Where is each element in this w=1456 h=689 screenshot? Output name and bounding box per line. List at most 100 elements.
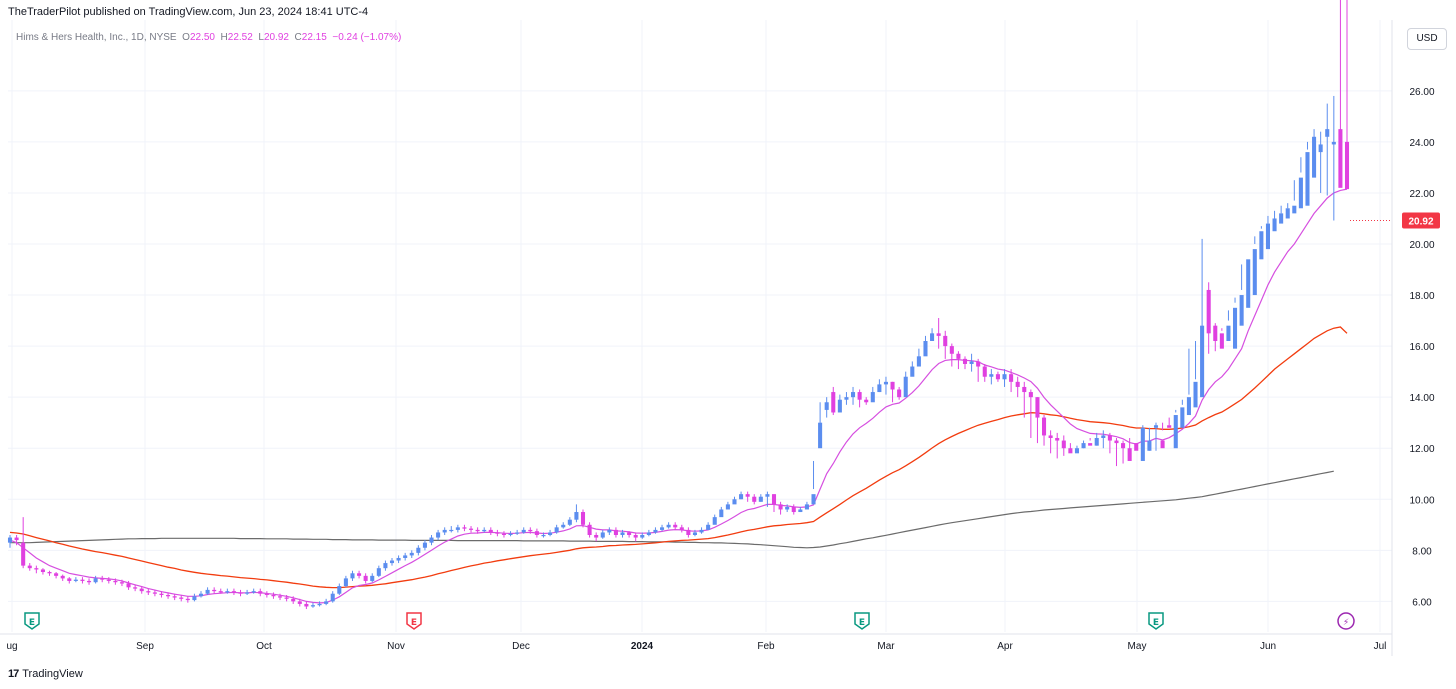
candle-body (429, 537, 434, 543)
candle-body (548, 532, 553, 535)
candle-body (541, 535, 546, 537)
candle-body (179, 597, 184, 599)
candle-body (383, 563, 388, 569)
candle-body (1160, 440, 1165, 449)
publish-info: TheTraderPilot published on TradingView.… (8, 6, 369, 18)
currency-button[interactable]: USD (1407, 28, 1447, 50)
candle-body (337, 586, 342, 594)
candle-body (133, 587, 138, 589)
candle-body (1285, 208, 1290, 219)
candle-body (1094, 438, 1099, 446)
candle-body (916, 356, 921, 367)
candle-body (330, 593, 335, 602)
candle-body (126, 583, 131, 588)
candle-body (699, 529, 704, 533)
candle-body (87, 580, 92, 583)
candle-body (883, 381, 888, 385)
candle-body (877, 384, 882, 393)
candle-body (212, 589, 217, 592)
candle-body (1061, 440, 1066, 449)
candle-body (231, 591, 236, 593)
candle-body (837, 399, 842, 413)
candle-body (1239, 295, 1244, 326)
dividend-event-icon: ⚡ (1337, 612, 1355, 630)
open-label: O (182, 32, 190, 43)
candle-body (857, 392, 862, 400)
candle-body (995, 374, 1000, 380)
candle-body (192, 596, 197, 601)
candle-body (1134, 443, 1139, 451)
candle-body (897, 389, 902, 398)
candle-body (633, 535, 638, 538)
candle-body (692, 532, 697, 535)
candle-body (673, 524, 678, 528)
candle-body (1081, 443, 1086, 449)
candle-body (1325, 129, 1330, 137)
candle-body (574, 512, 579, 520)
candle-body (166, 594, 171, 597)
price-tick-label: 14.00 (1409, 393, 1434, 404)
candle-body (1318, 144, 1323, 153)
time-tick-label: Mar (877, 641, 895, 652)
candle-body (844, 397, 849, 400)
candle-body (732, 499, 737, 505)
candle-body (969, 361, 974, 364)
time-scale[interactable]: ug Sep Oct Nov Dec 2024 Feb Mar Apr May Jun Jul (0, 633, 1392, 652)
symbol-name: Hims & Hers Health, Inc., 1D, NYSE (16, 32, 177, 43)
candle-body (725, 504, 730, 510)
time-tick-label: Jul (1374, 641, 1387, 652)
candle-body (976, 361, 981, 367)
candle-body (567, 519, 572, 525)
time-tick-label: Apr (997, 641, 1013, 652)
last-price-label: 20.92 (1408, 217, 1433, 228)
candle-body (1147, 440, 1152, 451)
candle-body (956, 353, 961, 359)
candle-body (1312, 136, 1317, 178)
candle-body (1252, 249, 1257, 296)
candle-body (40, 569, 45, 573)
candle-body (1107, 435, 1112, 441)
candle-body (1219, 333, 1224, 349)
sma200-line (10, 470, 1334, 549)
high-value: 22.52 (227, 32, 253, 43)
candle-body (785, 506, 790, 510)
candle-body (475, 529, 480, 532)
candle-body (1193, 381, 1198, 408)
candle-body (1035, 397, 1040, 418)
candle-body (791, 506, 796, 513)
price-scale[interactable]: 26.00 24.00 22.00 20.00 18.00 16.00 14.00 12.00… (1391, 20, 1435, 656)
candle-body (455, 527, 460, 530)
candle-body (627, 532, 632, 535)
candle-body (989, 374, 994, 377)
candle-body (771, 494, 777, 505)
sma200-path (10, 470, 1334, 549)
candle-body (1068, 448, 1073, 454)
candle-body (14, 537, 19, 541)
time-tick-label: Dec (512, 641, 530, 652)
candle-body (1272, 218, 1277, 232)
grid (8, 20, 1392, 632)
price-tick-label: 12.00 (1409, 444, 1434, 455)
candle-body (225, 591, 230, 593)
candle-body (198, 593, 204, 597)
candle-body (258, 591, 263, 594)
candle-body (343, 578, 348, 587)
candle-body (205, 589, 210, 594)
candle-body (1015, 381, 1020, 387)
time-tick-label: Jun (1260, 641, 1276, 652)
candle-body (758, 496, 763, 502)
price-tick-label: 16.00 (1409, 342, 1434, 353)
earnings-event-icon: E (854, 612, 870, 630)
event-label: ⚡ (1343, 618, 1349, 628)
time-tick-label: 2024 (631, 641, 654, 652)
candle-body (100, 578, 105, 580)
candle-body (291, 598, 296, 602)
candle-body (370, 575, 375, 581)
candle-body (1226, 325, 1231, 341)
candle-body (1114, 440, 1119, 444)
candle-body (666, 524, 671, 528)
candle-body (1292, 205, 1297, 214)
candle-body (1055, 438, 1060, 441)
candle-body (1121, 443, 1126, 449)
